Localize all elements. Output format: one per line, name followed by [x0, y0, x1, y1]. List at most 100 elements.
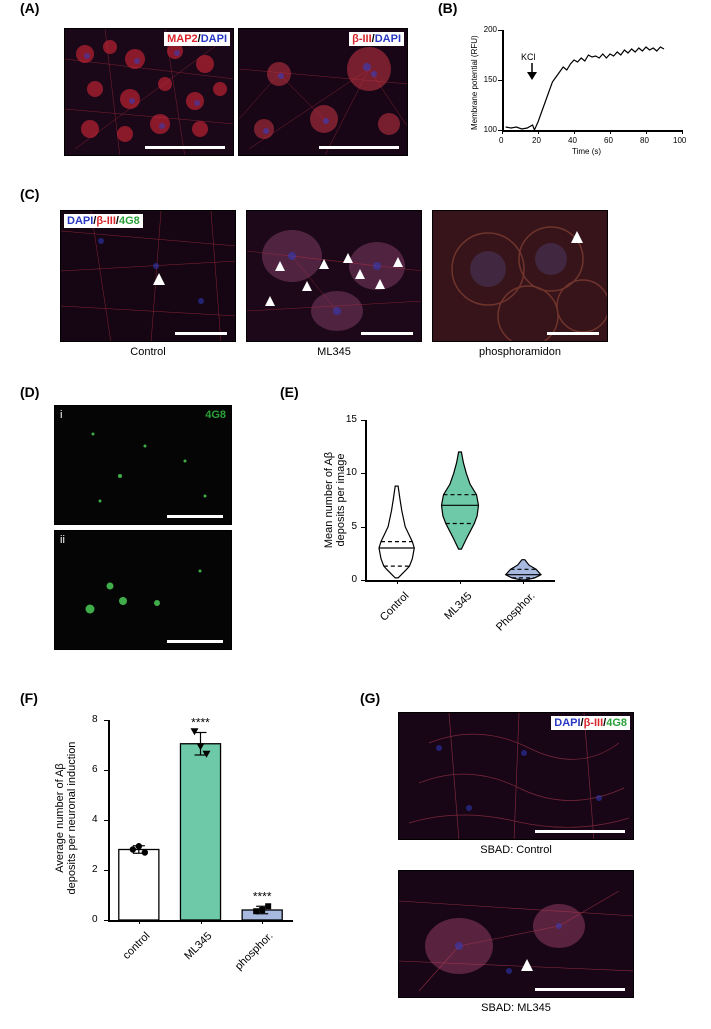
b-xtick [538, 130, 539, 134]
scalebar-a2 [319, 146, 399, 149]
panel-a-img1: MAP2/DAPI [64, 28, 234, 156]
stain-a1: MAP2/DAPI [164, 32, 230, 46]
panel-d-ii: ii [54, 530, 232, 650]
c1-arrow [153, 273, 165, 285]
f-xtick [262, 920, 263, 924]
e-xticklabel: ML345 [426, 590, 474, 638]
b-xtick [502, 130, 503, 134]
b-xt2: 40 [568, 136, 577, 145]
f-xticklabel: ML345 [163, 930, 214, 981]
e-yticklabel: 0 [351, 574, 357, 585]
e-violin-svg [365, 420, 555, 580]
f-xticklabel: phosphor. [225, 930, 276, 981]
f-yticklabel: 0 [92, 914, 98, 925]
panel-b-chart: 200 150 100 0 20 40 60 80 100 Membrane p… [462, 30, 692, 160]
scalebar-c1 [175, 332, 227, 335]
caption-c2: ML345 [246, 346, 422, 358]
b-xtitle: Time (s) [572, 147, 601, 156]
f-bars-svg: ******** [108, 720, 293, 920]
panel-g-img2 [398, 870, 634, 998]
g-biii: β-III [584, 717, 604, 729]
label-c: (C) [20, 186, 39, 202]
f-yticklabel: 4 [92, 814, 98, 825]
stain-biii: β-III [352, 33, 372, 45]
e-xtick [523, 580, 524, 584]
scalebar-g2 [535, 988, 625, 991]
e-xticklabel: Phosphor. [490, 590, 538, 638]
label-g: (G) [360, 690, 380, 706]
d-ii-label: ii [60, 534, 65, 546]
g-4g8: 4G8 [606, 717, 627, 729]
panel-c-img1: DAPI/β-III/4G8 [60, 210, 236, 342]
c-dapi: DAPI [67, 215, 93, 227]
f-xticklabel: control [101, 930, 152, 981]
panel-g-img1: DAPI/β-III/4G8 [398, 712, 634, 840]
b-xt1: 20 [532, 136, 541, 145]
e-yticklabel: 15 [346, 414, 357, 425]
f-ytitle-l1: Average number of Aβ [54, 763, 66, 872]
d-4g8-label: 4G8 [205, 409, 226, 421]
b-xaxis [502, 130, 682, 132]
c-4g8: 4G8 [119, 215, 140, 227]
stain-a2: β-III/DAPI [349, 32, 404, 46]
f-xtick [201, 920, 202, 924]
f-ytitle: Average number of Aβ deposits per neuron… [54, 718, 78, 918]
b-xtick [574, 130, 575, 134]
scalebar-g1 [535, 830, 625, 833]
e-ytitle-l2: deposits per image [335, 454, 347, 547]
e-yticklabel: 10 [346, 467, 357, 478]
c3-arrow [571, 231, 583, 243]
e-xticklabel: Control [363, 590, 411, 638]
panel-e-chart: 0 5 10 15 Mean number of Aβ deposits per im… [305, 410, 585, 660]
b-xtick [646, 130, 647, 134]
b-xt5: 100 [673, 136, 686, 145]
b-ytitle: Membrane potential (RFU) [470, 30, 479, 130]
label-a: (A) [20, 0, 39, 16]
e-ytitle: Mean number of Aβ deposits per image [323, 420, 347, 580]
f-ytitle-l2: deposits per neuronal induction [66, 742, 78, 895]
e-ytitle-l1: Mean number of Aβ [323, 452, 335, 548]
panel-c-img2 [246, 210, 422, 342]
panel-c-img3 [432, 210, 608, 342]
b-xt4: 80 [640, 136, 649, 145]
b-xtick [682, 130, 683, 134]
f-ytick [104, 920, 108, 921]
caption-g2: SBAD: ML345 [398, 1002, 634, 1014]
label-d: (D) [20, 384, 39, 400]
label-e: (E) [280, 384, 299, 400]
scalebar-c2 [361, 332, 413, 335]
e-xtick [460, 580, 461, 584]
stain-dapi2: DAPI [375, 33, 401, 45]
svg-text:****: **** [191, 716, 210, 730]
f-yticklabel: 8 [92, 714, 98, 725]
b-xt0: 0 [499, 136, 503, 145]
e-yticklabel: 5 [351, 521, 357, 532]
panel-d-i: i 4G8 [54, 405, 232, 525]
scalebar-di [167, 515, 223, 518]
stain-dapi: DAPI [201, 33, 227, 45]
b-line-plot [502, 30, 682, 130]
stain-g: DAPI/β-III/4G8 [551, 716, 630, 730]
b-xt3: 60 [604, 136, 613, 145]
scalebar-a1 [145, 146, 225, 149]
stain-c: DAPI/β-III/4G8 [64, 214, 143, 228]
e-ytick [361, 580, 365, 581]
panel-a-img2: β-III/DAPI [238, 28, 408, 156]
f-yticklabel: 2 [92, 864, 98, 875]
g-dapi: DAPI [554, 717, 580, 729]
caption-c1: Control [60, 346, 236, 358]
b-yt-200: 200 [484, 25, 497, 34]
b-yt-150: 150 [484, 75, 497, 84]
f-yticklabel: 6 [92, 764, 98, 775]
f-xtick [139, 920, 140, 924]
label-b: (B) [438, 0, 457, 16]
stain-map2: MAP2 [167, 33, 198, 45]
svg-text:****: **** [253, 889, 272, 903]
panel-f-chart: 0 2 4 6 8 Average number of Aβ deposits per … [36, 700, 336, 1010]
scalebar-c3 [547, 332, 599, 335]
caption-g1: SBAD: Control [398, 844, 634, 856]
e-xtick [397, 580, 398, 584]
b-yt-100: 100 [484, 125, 497, 134]
d-i-label: i [60, 409, 62, 421]
c2-arrows [247, 211, 422, 342]
